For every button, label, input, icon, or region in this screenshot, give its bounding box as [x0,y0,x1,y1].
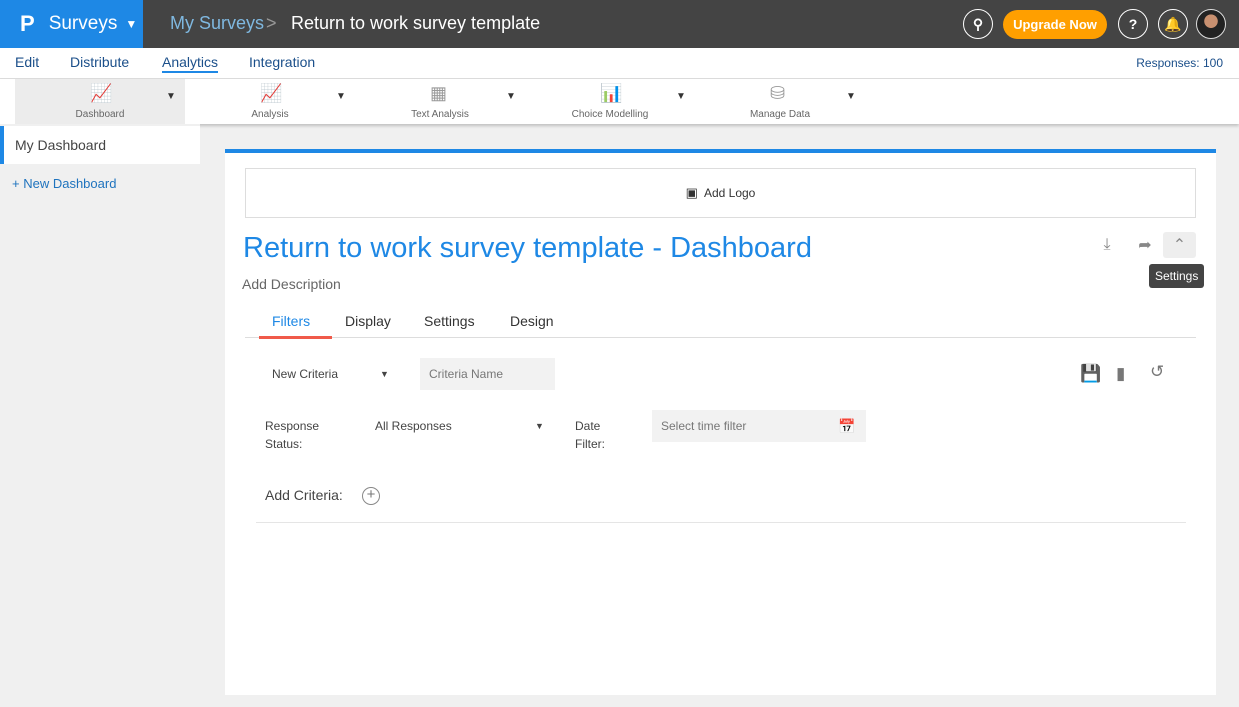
download-icon[interactable]: ⤓ [1103,236,1111,253]
upgrade-button[interactable]: Upgrade Now [1003,10,1107,39]
breadcrumb-separator: > [266,13,277,33]
database-icon: ⛁ [770,83,786,103]
save-icon[interactable]: 💾 [1080,364,1102,383]
menu-bar: Edit Distribute Analytics Integration Re… [0,48,1239,79]
tool-analysis[interactable]: 📈 Analysis ▼ [251,83,346,120]
tab-design[interactable]: Design [510,313,554,329]
tab-settings[interactable]: Settings [424,313,475,329]
bell-icon[interactable]: 🔔 [1158,9,1188,39]
dropdown-arrow-icon[interactable]: ▼ [336,91,346,102]
app-name: Surveys [48,13,118,34]
menu-analytics[interactable]: Analytics [162,54,219,73]
response-status-label: Response Status: [265,419,320,451]
menu-integration[interactable]: Integration [249,54,316,70]
new-dashboard-link[interactable]: + New Dashboard [12,176,117,191]
search-icon[interactable]: ⚲ [963,9,993,39]
tool-text-analysis[interactable]: ▦ Text Analysis ▼ [411,83,516,120]
active-tab-indicator [259,336,332,339]
criteria-name-input[interactable]: Criteria Name [420,358,555,390]
dropdown-arrow-icon[interactable]: ▼ [166,91,176,102]
sidebar-item-my-dashboard[interactable]: My Dashboard [0,126,200,164]
bookmark-icon[interactable]: ▮ [1116,364,1126,383]
caret-down-icon: ▼ [125,17,138,31]
filters-divider [256,522,1186,523]
dropdown-arrow-icon[interactable]: ▼ [676,91,686,102]
menu-edit[interactable]: Edit [15,54,40,70]
tool-manage-data[interactable]: ⛁ Manage Data ▼ [749,83,856,120]
help-icon[interactable]: ? [1118,9,1148,39]
menu-distribute[interactable]: Distribute [70,54,130,70]
add-logo-button[interactable]: ▣ Add Logo [245,168,1196,218]
responses-count: Responses: 100 [1136,56,1223,70]
calendar-icon: 📅 [838,417,856,434]
dropdown-arrow-icon[interactable]: ▼ [506,91,516,102]
line-chart-icon: 📈 [90,83,113,103]
text-grid-icon: ▦ [430,83,448,103]
image-icon: ▣ [685,185,698,200]
date-filter-input[interactable]: Select time filter 📅 [652,410,866,442]
dashboard-title[interactable]: Return to work survey template - Dashboa… [243,232,812,264]
tab-display[interactable]: Display [345,313,391,329]
reset-icon[interactable]: ↺ [1150,362,1165,381]
dropdown-arrow-icon[interactable]: ▼ [846,91,856,102]
add-criteria-plus-icon[interactable]: + [362,487,380,505]
analytics-toolbar: 📈 Dashboard ▼ 📈 Analysis ▼ ▦ Text Analysis ▼ 📊… [0,79,1239,124]
survey-title: Return to work survey template [291,13,541,33]
dropdown-arrow-icon: ▼ [535,421,544,431]
criteria-select[interactable]: New Criteria ▼ [272,367,389,381]
avatar[interactable] [1196,9,1226,39]
response-status-select[interactable]: All Responses ▼ [375,419,544,433]
tab-filters[interactable]: Filters [272,313,311,329]
tool-dashboard[interactable]: 📈 Dashboard ▼ [15,79,185,124]
tab-divider [245,337,1196,338]
choice-chart-icon: 📊 [600,83,623,103]
logo-icon: P [20,11,35,36]
add-criteria-label: Add Criteria: [265,487,343,503]
dropdown-arrow-icon: ▼ [380,369,389,379]
add-description[interactable]: Add Description [242,276,341,292]
sidebar [0,124,200,707]
add-logo-label: Add Logo [703,186,756,200]
share-icon[interactable]: ➦ [1138,237,1152,254]
collapse-chevron-icon[interactable]: ⌃ [1163,232,1196,258]
breadcrumb-my-surveys[interactable]: My Surveys [170,13,265,33]
tool-choice-modelling[interactable]: 📊 Choice Modelling ▼ [571,83,686,120]
analysis-chart-icon: 📈 [260,83,283,103]
date-filter-label: Date Filter: [575,419,605,451]
app-switcher[interactable]: P Surveys ▼ [0,0,143,48]
settings-tooltip: Settings [1149,264,1205,288]
